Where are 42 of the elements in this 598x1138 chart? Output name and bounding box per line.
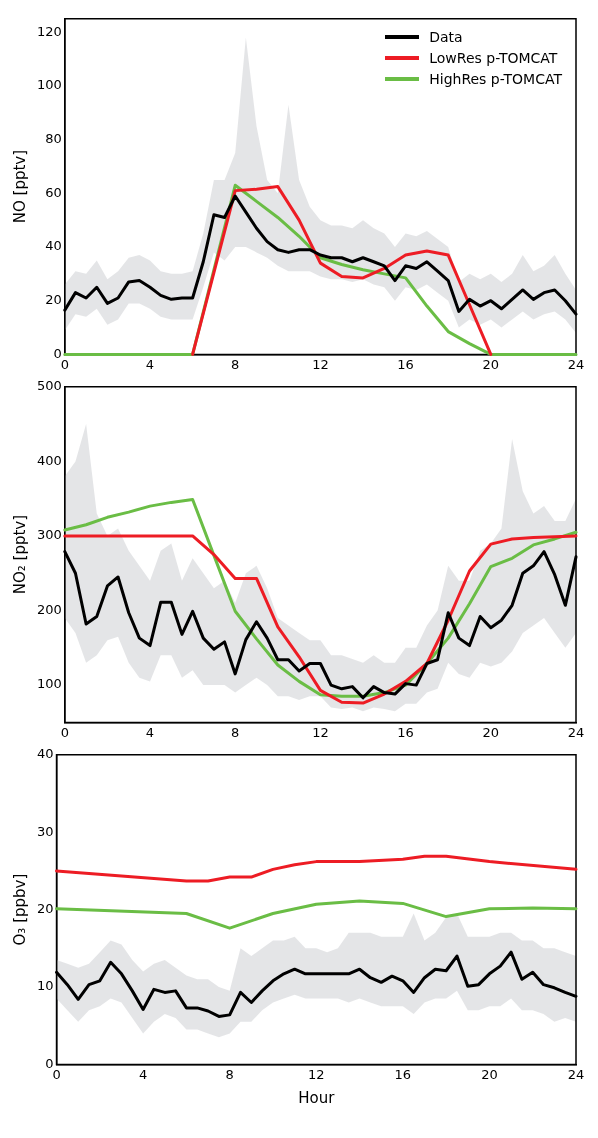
x-tick-label: 8 bbox=[231, 724, 240, 740]
x-tick-label: 24 bbox=[567, 356, 585, 372]
y-axis-title: NO₂ [pptv] bbox=[10, 514, 29, 595]
x-tick-label: 20 bbox=[482, 724, 500, 740]
y-axis-title: NO [pptv] bbox=[10, 149, 29, 224]
x-tick-label: 16 bbox=[397, 724, 414, 740]
y-tick-label: 30 bbox=[37, 823, 54, 839]
x-tick-label: 4 bbox=[145, 356, 155, 372]
y-axis-title: O₃ [ppbv] bbox=[10, 873, 29, 946]
x-tick-label: 8 bbox=[231, 356, 240, 372]
y-tick-label: 20 bbox=[37, 900, 54, 916]
x-tick-label: 24 bbox=[567, 1066, 585, 1082]
legend-label: HighRes p-TOMCAT bbox=[429, 70, 562, 87]
legend-label: Data bbox=[429, 28, 463, 45]
x-axis-title: Hour bbox=[298, 1088, 336, 1107]
y-tick-label: 100 bbox=[36, 676, 62, 692]
x-tick-label: 12 bbox=[312, 724, 329, 740]
x-tick-label: 16 bbox=[394, 1066, 412, 1082]
y-tick-label: 60 bbox=[45, 184, 62, 200]
x-tick-label: 16 bbox=[397, 356, 414, 372]
y-tick-label: 400 bbox=[36, 452, 62, 468]
y-tick-label: 80 bbox=[45, 130, 62, 146]
x-tick-label: 20 bbox=[481, 1066, 498, 1082]
x-tick-label: 20 bbox=[482, 356, 500, 372]
y-tick-label: 300 bbox=[36, 527, 62, 543]
y-tick-label: 0 bbox=[45, 1055, 54, 1071]
y-tick-label: 100 bbox=[36, 77, 62, 93]
legend-label: LowRes p-TOMCAT bbox=[429, 49, 558, 66]
x-tick-label: 24 bbox=[567, 724, 585, 740]
y-tick-label: 40 bbox=[45, 238, 62, 254]
x-tick-label: 12 bbox=[308, 1066, 325, 1082]
y-tick-label: 10 bbox=[37, 978, 54, 994]
y-tick-label: 40 bbox=[37, 746, 54, 762]
y-tick-label: 0 bbox=[53, 345, 62, 361]
y-tick-label: 200 bbox=[36, 601, 62, 617]
y-tick-label: 120 bbox=[36, 23, 62, 39]
x-tick-label: 12 bbox=[312, 356, 329, 372]
y-tick-label: 500 bbox=[36, 378, 62, 394]
x-tick-label: 4 bbox=[145, 724, 155, 740]
x-tick-label: 8 bbox=[225, 1066, 234, 1082]
y-tick-label: 20 bbox=[45, 292, 62, 308]
x-tick-label: 4 bbox=[138, 1066, 148, 1082]
